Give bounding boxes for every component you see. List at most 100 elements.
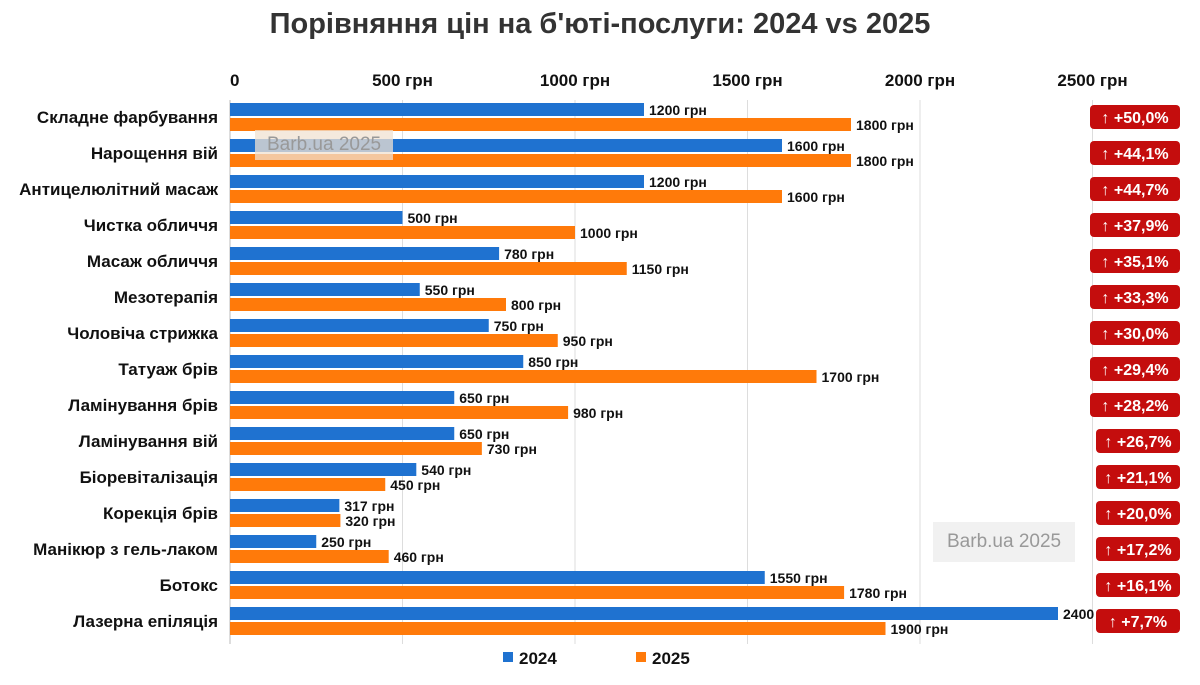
bar-2025 [230,190,782,203]
category-label: Татуаж брів [118,360,218,379]
change-badge [1090,213,1180,237]
data-label: 950 грн [563,333,613,349]
data-label: 460 грн [394,549,444,565]
data-label: 800 грн [511,297,561,313]
legend-label: 2024 [519,649,557,668]
data-label: 1780 грн [849,585,907,601]
change-badge [1096,501,1180,525]
data-label: 780 грн [504,246,554,262]
bar-2025 [230,514,341,527]
bar-2024 [230,175,644,188]
x-tick-label: 1000 грн [540,71,610,90]
data-label: 1150 грн [632,261,689,277]
data-label: 500 грн [408,210,458,226]
bar-2024 [230,391,455,404]
change-badge [1090,177,1180,201]
change-badge-text: ↑ +20,0% [1104,506,1171,523]
bar-2024 [230,499,340,512]
data-label: 650 грн [459,426,509,442]
bar-2025 [230,442,482,455]
data-label: 1800 грн [856,153,914,169]
legend-swatch-2025 [636,652,646,662]
category-label: Манікюр з гель-лаком [33,540,218,559]
change-badge-text: ↑ +44,7% [1101,182,1168,199]
category-label: Масаж обличчя [87,252,218,271]
chart-title: Порівняння цін на б'юті-послуги: 2024 vs… [269,8,931,40]
change-badge-text: ↑ +28,2% [1101,398,1168,415]
data-label: 1200 грн [649,102,707,118]
change-badge [1090,249,1180,273]
category-label: Антицелюлітний масаж [19,180,219,199]
change-badge [1090,393,1180,417]
bar-2024 [230,103,644,116]
bar-2025 [230,262,627,275]
legend-label: 2025 [652,649,690,668]
bar-2024 [230,247,500,260]
data-label: 550 грн [425,282,475,298]
data-label: 1000 грн [580,225,638,241]
category-label: Нарощення вій [91,144,218,163]
bar-2024 [230,211,403,224]
data-label: 320 грн [345,513,395,529]
change-badge [1096,573,1180,597]
change-badge [1090,357,1180,381]
bar-2024 [230,607,1058,620]
category-label: Чоловіча стрижка [67,324,218,343]
category-label: Мезотерапія [114,288,218,307]
data-label: 1200 грн [649,174,707,190]
category-label: Корекція брів [103,504,218,523]
x-tick-label: 0 [230,71,239,90]
x-tick-label: 2000 грн [885,71,955,90]
change-badge-text: ↑ +44,1% [1101,146,1168,163]
data-label: 540 грн [421,462,471,478]
x-tick-label: 2500 грн [1057,71,1127,90]
watermark: Barb.ua 2025 [255,130,394,160]
category-label: Лазерна епіляція [73,612,218,631]
data-label: 450 грн [390,477,440,493]
change-badge-text: ↑ +17,2% [1104,542,1171,559]
change-badge [1096,465,1180,489]
change-badge-text: ↑ +29,4% [1101,362,1168,379]
change-badge-text: ↑ +26,7% [1104,434,1171,451]
bar-2024 [230,283,420,296]
bar-2024 [230,535,317,548]
data-label: 750 грн [494,318,544,334]
category-label: Чистка обличчя [84,216,218,235]
bar-2025 [230,406,569,419]
data-label: 1800 грн [856,117,914,133]
category-label: Ламінування вій [79,432,218,451]
bar-2025 [230,478,386,491]
change-badge [1090,141,1180,165]
watermark: Barb.ua 2025 [933,522,1076,562]
data-label: 980 грн [573,405,623,421]
bar-2025 [230,226,575,239]
change-badge [1090,285,1180,309]
change-badge [1090,321,1180,345]
bar-2024 [230,319,489,332]
bar-2025 [230,586,845,599]
category-label: Ботокс [160,576,218,595]
data-label: 1600 грн [787,189,845,205]
bar-2025 [230,622,886,635]
bar-2024 [230,463,417,476]
data-label: 1550 грн [770,570,828,586]
category-label: Складне фарбування [37,108,218,127]
bar-2025 [230,370,817,383]
data-label: 850 грн [528,354,578,370]
change-badge [1096,537,1180,561]
change-badge-text: ↑ +7,7% [1109,614,1167,631]
change-badge-text: ↑ +30,0% [1101,326,1168,343]
change-badge-text: ↑ +16,1% [1104,578,1171,595]
change-badge-text: ↑ +35,1% [1101,254,1168,271]
x-tick-label: 1500 грн [712,71,782,90]
change-badge-text: ↑ +21,1% [1104,470,1171,487]
legend-swatch-2024 [503,652,513,662]
data-label: 317 грн [344,498,394,514]
category-label: Біоревіталізація [80,468,218,487]
change-badge-text: ↑ +50,0% [1101,110,1168,127]
change-badge [1096,429,1180,453]
bar-2025 [230,298,506,311]
data-label: 250 грн [321,534,371,550]
